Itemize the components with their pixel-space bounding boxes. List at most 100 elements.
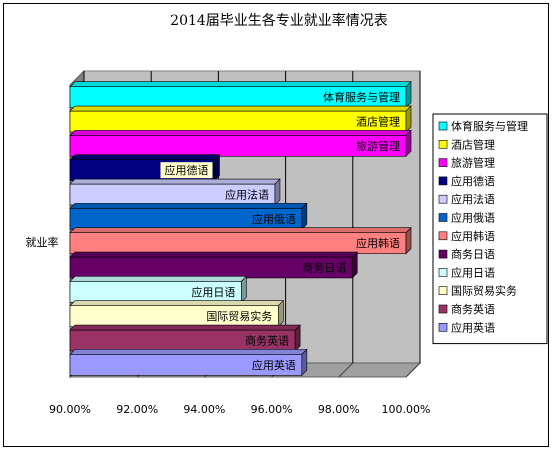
legend-label: 商务日语 — [451, 247, 495, 261]
x-tick-label: 98.00% — [318, 403, 360, 416]
x-axis-ticks: 90.00% 92.00% 94.00% 96.00% 98.00% 100.00% — [49, 403, 430, 416]
data-label-text: 应用韩语 — [356, 236, 400, 250]
data-label-text: 酒店管理 — [356, 115, 400, 129]
bar-top — [69, 349, 308, 355]
bar-side — [274, 178, 281, 206]
y-axis-label: 就业率 — [26, 235, 59, 249]
x-tick-label: 94.00% — [183, 403, 225, 416]
data-label-box — [352, 113, 404, 130]
data-label-box — [202, 308, 277, 325]
legend-item: 酒店管理 — [438, 137, 495, 151]
legend-label: 旅游管理 — [451, 156, 495, 170]
data-label: 应用德语 — [160, 162, 213, 179]
legend-label: 体育服务与管理 — [451, 119, 528, 133]
legend-swatch — [438, 286, 448, 296]
legend-item: 应用韩语 — [438, 229, 495, 243]
bar-side — [351, 251, 358, 279]
data-label: 商务英语 — [241, 332, 294, 349]
gridline-floor — [338, 362, 354, 378]
data-label-box — [352, 137, 404, 154]
legend-box — [432, 113, 548, 345]
data-label: 应用韩语 — [352, 235, 404, 252]
legend: 体育服务与管理酒店管理旅游管理应用德语应用法语应用俄语应用韩语商务日语应用日语国… — [432, 113, 548, 345]
bar-side — [241, 275, 247, 304]
bar-side — [405, 226, 412, 255]
data-label: 应用日语 — [187, 283, 240, 300]
bar-side — [405, 129, 412, 158]
bar — [69, 105, 412, 133]
legend-label: 应用法语 — [451, 192, 495, 206]
gridline-floor — [405, 362, 421, 378]
legend-item: 应用德语 — [438, 174, 495, 188]
legend-swatch — [438, 322, 448, 332]
bar-top — [69, 178, 281, 185]
bar-top — [69, 227, 412, 234]
legend-item: 商务英语 — [438, 302, 495, 316]
legend-label: 应用德语 — [451, 174, 495, 188]
data-label-text: 商务英语 — [245, 334, 289, 348]
data-label-text: 体育服务与管理 — [323, 90, 400, 104]
bar-side — [278, 299, 284, 328]
legend-swatch — [438, 194, 448, 204]
legend-item: 国际贸易实务 — [438, 284, 517, 298]
legend-item: 应用英语 — [438, 320, 495, 334]
x-tick-label: 90.00% — [49, 403, 91, 416]
bar — [69, 129, 412, 158]
data-label-text: 商务日语 — [302, 261, 346, 275]
bar-side — [405, 80, 412, 109]
bar-top — [69, 105, 412, 112]
legend-swatch — [438, 140, 448, 149]
bar-top — [69, 300, 285, 307]
bar-top — [69, 324, 301, 331]
data-label: 应用英语 — [247, 356, 300, 373]
bar-side — [301, 202, 308, 231]
data-label-box — [352, 235, 404, 252]
legend-label: 应用英语 — [451, 320, 495, 334]
legend-label: 应用俄语 — [451, 211, 495, 225]
data-label-box — [247, 356, 300, 373]
data-label: 旅游管理 — [352, 137, 404, 154]
bar — [69, 324, 301, 352]
legend-item: 应用日语 — [438, 265, 495, 279]
legend-swatch — [438, 158, 448, 167]
data-label-box — [220, 186, 273, 203]
legend-label: 应用日语 — [451, 265, 495, 279]
data-label: 应用法语 — [220, 186, 273, 203]
data-label-box — [160, 162, 213, 179]
bar-top — [69, 130, 412, 136]
data-label: 体育服务与管理 — [319, 89, 404, 106]
data-label-text: 应用俄语 — [252, 212, 296, 226]
bar-top — [69, 276, 248, 282]
bar — [69, 251, 358, 279]
data-labels: 体育服务与管理酒店管理旅游管理应用德语应用法语应用俄语应用韩语商务日语应用日语国… — [160, 89, 404, 373]
data-label: 酒店管理 — [352, 113, 404, 130]
legend-label: 商务英语 — [451, 302, 495, 316]
data-label-box — [319, 89, 404, 106]
chart-title: 2014届毕业生各专业就业率情况表 — [170, 12, 388, 29]
x-tick-label: 96.00% — [251, 403, 293, 416]
bar-top — [69, 203, 308, 209]
data-label-text: 应用法语 — [225, 188, 269, 202]
bar — [69, 348, 308, 377]
bar-top — [69, 251, 358, 258]
legend-swatch — [438, 121, 448, 131]
legend-label: 国际贸易实务 — [451, 284, 517, 298]
legend-item: 商务日语 — [438, 247, 495, 261]
data-label-box — [298, 259, 351, 276]
legend-label: 酒店管理 — [451, 137, 495, 151]
x-tick-label: 100.00% — [382, 403, 431, 416]
bar — [69, 226, 412, 255]
data-label-box — [241, 332, 294, 349]
data-label-text: 应用日语 — [191, 285, 235, 299]
data-label: 国际贸易实务 — [202, 308, 277, 325]
legend-swatch — [438, 231, 448, 241]
bar — [69, 202, 308, 231]
legend-swatch — [438, 249, 448, 259]
bar-side — [294, 324, 301, 352]
legend-swatch — [438, 268, 448, 277]
data-label-text: 应用德语 — [164, 163, 208, 177]
data-label-text: 旅游管理 — [356, 139, 400, 153]
legend-swatch — [438, 176, 448, 186]
data-label-box — [247, 210, 300, 227]
bar-top — [69, 81, 412, 88]
